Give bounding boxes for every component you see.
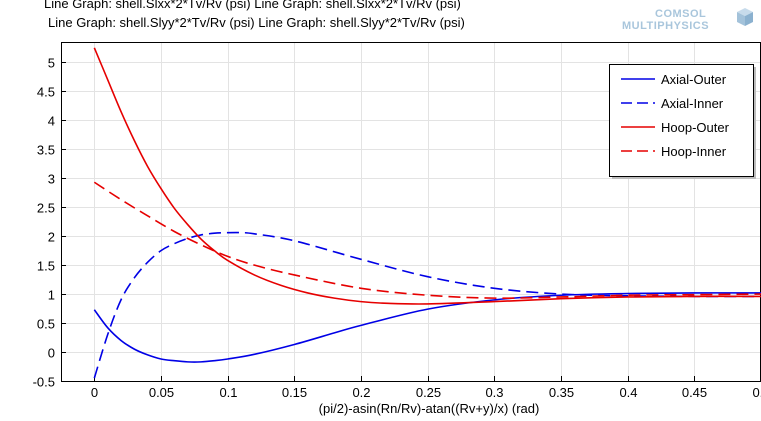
series-line-axial-inner <box>93 231 761 379</box>
series-line-hoop-inner <box>93 181 761 299</box>
series-line-hoop-outer <box>93 47 761 305</box>
y-tick-label: 3 <box>48 172 55 187</box>
y-tick-label: 2.5 <box>37 201 55 216</box>
x-tick-label: 0.35 <box>549 385 574 400</box>
legend-label-hoop-inner: Hoop-Inner <box>661 144 727 159</box>
legend-label-hoop-outer: Hoop-Outer <box>661 120 730 135</box>
y-tick-label: 1.5 <box>37 259 55 274</box>
x-tick-label: 0.25 <box>416 385 441 400</box>
header-line-1: Line Graph: shell.Slxx*2*Tv/Rv (psi) Lin… <box>44 0 461 11</box>
series-lines <box>93 47 761 379</box>
legend-label-axial-inner: Axial-Inner <box>661 96 724 111</box>
logo-line-2: MULTIPHYSICS <box>622 20 709 32</box>
legend-label-axial-outer: Axial-Outer <box>661 72 727 87</box>
y-tick-label: 5 <box>48 56 55 71</box>
axis-ticks: 0 0.05 0.1 0.15 0.2 0.25 0.3 0.35 0.4 0.45 0.5 -0.5… <box>33 56 761 401</box>
x-tick-label: 0 <box>91 385 98 400</box>
comsol-logo: COMSOL MULTIPHYSICS <box>622 8 753 32</box>
x-tick-label: 0.15 <box>282 385 307 400</box>
x-axis-label: (pi/2)-asin(Rn/Rv)-atan((Rv+y)/x) (rad) <box>319 401 540 416</box>
x-tick-label: 0.2 <box>352 385 370 400</box>
y-tick-label: 4.5 <box>37 85 55 100</box>
y-tick-label: 0.5 <box>37 317 55 332</box>
x-tick-label: 0.05 <box>149 385 174 400</box>
y-tick-label: 0 <box>48 346 55 361</box>
logo-line-1: COMSOL <box>655 8 706 20</box>
y-tick-label: 1 <box>48 288 55 303</box>
legend-box <box>609 64 754 177</box>
x-tick-label: 0.1 <box>219 385 237 400</box>
x-tick-label: 0.45 <box>682 385 707 400</box>
x-tick-label: 0.3 <box>485 385 503 400</box>
comsol-cube-icon <box>737 8 753 26</box>
y-tick-label: 3.5 <box>37 143 55 158</box>
legend: Axial-Outer Axial-Inner Hoop-Outer Hoop-Inn… <box>609 64 756 179</box>
header-line-2: Line Graph: shell.Slyy*2*Tv/Rv (psi) Lin… <box>48 15 465 30</box>
y-tick-label: -0.5 <box>33 375 55 390</box>
x-tick-label: 0.5 <box>752 385 761 400</box>
y-tick-label: 4 <box>48 114 55 129</box>
y-tick-label: 2 <box>48 230 55 245</box>
series-line-axial-outer <box>93 292 761 363</box>
x-tick-label: 0.4 <box>619 385 637 400</box>
